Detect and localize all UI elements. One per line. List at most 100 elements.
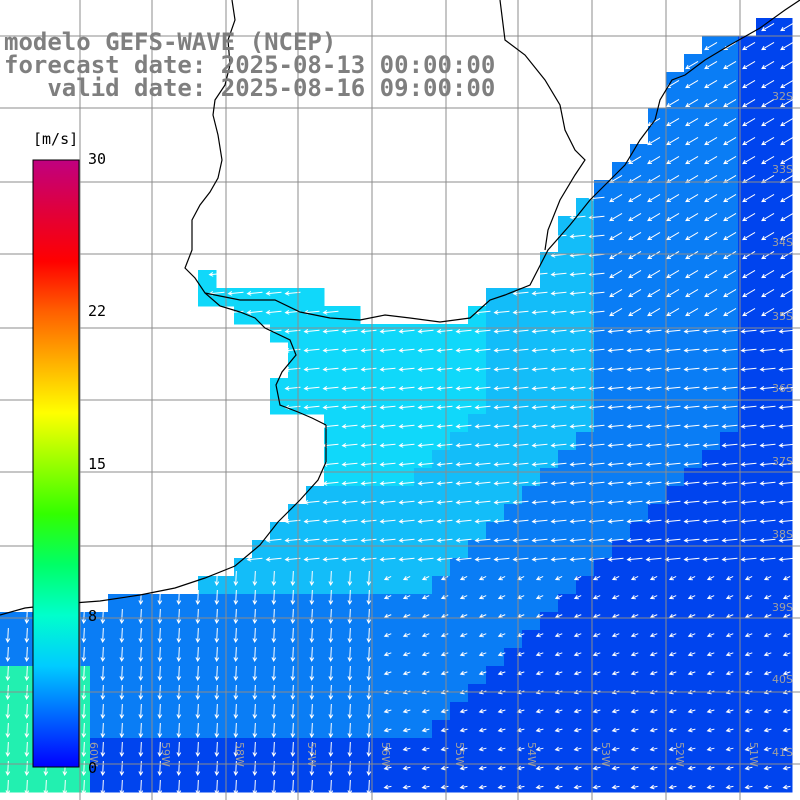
wind-arrow bbox=[725, 727, 734, 733]
ocean-cell bbox=[774, 54, 793, 73]
ocean-cell bbox=[648, 144, 667, 163]
ocean-cell bbox=[162, 684, 181, 703]
ocean-cell bbox=[648, 504, 667, 523]
wind-arrow bbox=[309, 665, 315, 682]
wind-arrow bbox=[100, 665, 106, 682]
wind-arrow bbox=[666, 308, 680, 317]
wind-arrow bbox=[360, 538, 377, 543]
ocean-cell bbox=[324, 342, 343, 361]
wind-arrow bbox=[780, 99, 794, 108]
wind-arrow bbox=[366, 608, 372, 625]
wind-arrow bbox=[100, 760, 106, 777]
ocean-cell bbox=[450, 396, 469, 415]
ocean-cell bbox=[666, 630, 685, 649]
ocean-cell bbox=[738, 270, 757, 289]
wind-arrow bbox=[535, 727, 544, 733]
ocean-cell bbox=[594, 738, 613, 757]
wind-arrow bbox=[668, 575, 677, 581]
wind-arrow bbox=[493, 310, 510, 315]
ocean-cell bbox=[324, 486, 343, 505]
wind-arrow bbox=[592, 632, 601, 638]
wind-arrow bbox=[497, 575, 506, 581]
ocean-cell bbox=[630, 270, 649, 289]
wind-arrow bbox=[493, 386, 510, 391]
wind-arrow bbox=[398, 462, 415, 467]
wind-arrow bbox=[417, 386, 434, 391]
wind-arrow bbox=[398, 386, 415, 391]
wind-arrow bbox=[81, 627, 87, 644]
wind-arrow bbox=[383, 708, 392, 714]
ocean-cell bbox=[396, 540, 415, 559]
ocean-cell bbox=[414, 468, 433, 487]
ocean-cell bbox=[648, 270, 667, 289]
ocean-cell bbox=[648, 666, 667, 685]
ocean-cell bbox=[306, 702, 325, 721]
ocean-cell bbox=[720, 162, 739, 181]
wind-arrow bbox=[550, 443, 567, 448]
ocean-cell bbox=[684, 432, 703, 451]
wind-arrow bbox=[455, 348, 472, 353]
wind-arrow bbox=[628, 213, 642, 222]
wind-arrow bbox=[493, 462, 510, 467]
ocean-cell bbox=[468, 720, 487, 739]
ocean-cell bbox=[594, 306, 613, 325]
wind-arrow bbox=[360, 519, 377, 524]
wind-arrow bbox=[290, 627, 296, 644]
wind-arrow bbox=[366, 646, 372, 663]
ocean-cell bbox=[0, 612, 19, 631]
wind-arrow bbox=[5, 779, 11, 796]
wind-arrow bbox=[702, 367, 719, 372]
ocean-cell bbox=[324, 432, 343, 451]
wind-arrow bbox=[569, 500, 586, 505]
wind-arrow bbox=[683, 367, 700, 372]
ocean-cell bbox=[522, 576, 541, 595]
wind-arrow bbox=[683, 462, 700, 467]
ocean-cell bbox=[486, 648, 505, 667]
ocean-cell bbox=[342, 504, 361, 523]
ocean-cell bbox=[702, 90, 721, 109]
ocean-cell bbox=[612, 468, 631, 487]
wind-arrow bbox=[5, 760, 11, 777]
ocean-cell bbox=[576, 252, 595, 271]
wind-arrow bbox=[569, 538, 586, 543]
wind-arrow bbox=[227, 310, 244, 315]
wind-arrow bbox=[740, 538, 757, 543]
wind-arrow bbox=[573, 670, 582, 676]
ocean-cell bbox=[414, 324, 433, 343]
wind-arrow bbox=[704, 251, 718, 260]
wind-arrow bbox=[550, 481, 567, 486]
wind-arrow bbox=[417, 348, 434, 353]
ocean-cell bbox=[648, 198, 667, 217]
wind-arrow bbox=[265, 310, 282, 315]
wind-arrow bbox=[455, 538, 472, 543]
ocean-cell bbox=[720, 612, 739, 631]
ocean-cell bbox=[738, 666, 757, 685]
wind-arrow bbox=[592, 765, 601, 771]
ocean-cell bbox=[180, 756, 199, 775]
ocean-cell bbox=[162, 612, 181, 631]
wind-arrow bbox=[309, 589, 315, 606]
wind-arrow bbox=[649, 708, 658, 714]
lon-label: 53W bbox=[599, 742, 612, 767]
wind-arrow bbox=[341, 386, 358, 391]
wind-arrow bbox=[455, 443, 472, 448]
wind-arrow bbox=[271, 570, 277, 587]
ocean-cell bbox=[576, 234, 595, 253]
wind-arrow bbox=[569, 291, 586, 296]
ocean-cell bbox=[756, 252, 775, 271]
wind-arrow bbox=[782, 708, 791, 714]
wind-arrow bbox=[778, 424, 795, 429]
ocean-cell bbox=[414, 414, 433, 433]
ocean-cell bbox=[684, 630, 703, 649]
wind-arrow bbox=[341, 329, 358, 334]
ocean-cell bbox=[558, 702, 577, 721]
wind-arrow bbox=[759, 500, 776, 505]
wind-arrow bbox=[402, 727, 411, 733]
ocean-cell bbox=[738, 234, 757, 253]
ocean-cell bbox=[234, 594, 253, 613]
ocean-cell bbox=[216, 576, 235, 595]
ocean-cell bbox=[144, 774, 163, 793]
wind-arrow bbox=[402, 708, 411, 714]
ocean-cell bbox=[774, 36, 793, 55]
ocean-cell bbox=[306, 324, 325, 343]
